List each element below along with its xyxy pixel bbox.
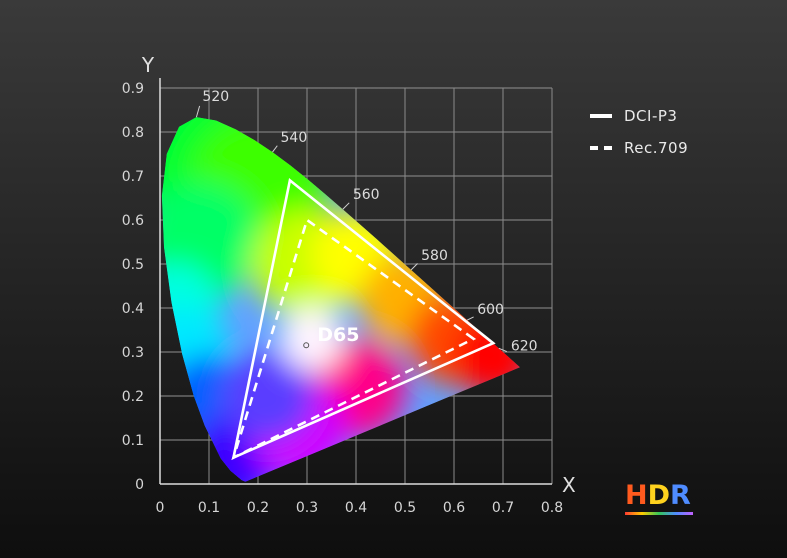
y-tick-label: 0.8 — [122, 125, 144, 141]
hdr-letter-h: H — [625, 480, 648, 511]
wavelength-label: 540 — [281, 130, 308, 146]
x-tick-label: 0.8 — [541, 500, 563, 516]
y-tick-label: 0.9 — [122, 81, 144, 97]
legend-swatch-dashed — [590, 146, 612, 150]
wavelength-tick — [498, 347, 508, 353]
legend-item-rec709: Rec.709 — [590, 132, 688, 164]
hdr-letter-r: R — [670, 480, 691, 511]
wavelength-tick — [467, 316, 474, 321]
y-tick-label: 0.2 — [122, 389, 144, 405]
legend: DCI-P3 Rec.709 — [590, 100, 688, 164]
color-blob — [279, 306, 344, 371]
wavelength-tick — [195, 105, 201, 118]
x-tick-label: 0.3 — [296, 500, 318, 516]
wavelength-tick — [272, 145, 278, 153]
x-tick-label: 0 — [156, 500, 165, 516]
x-tick-label: 0.2 — [247, 500, 269, 516]
gamut-triangle-rec-709 — [231, 217, 477, 461]
y-tick-label: 0.5 — [122, 257, 144, 273]
x-tick-label: 0.6 — [443, 500, 465, 516]
white-point-marker — [303, 342, 310, 349]
legend-item-dci-p3: DCI-P3 — [590, 100, 688, 132]
wavelength-label: 560 — [353, 187, 380, 203]
x-axis-title: X — [562, 473, 576, 497]
y-tick-label: 0 — [135, 477, 144, 493]
wavelength-label: 520 — [202, 89, 229, 105]
legend-label: DCI-P3 — [624, 107, 678, 125]
hdr-letter-d: D — [647, 480, 671, 511]
legend-swatch-solid — [590, 114, 612, 118]
locus-color-field — [161, 117, 520, 482]
white-point-label: D65 — [317, 324, 359, 346]
y-tick-label: 0.4 — [122, 301, 144, 317]
y-axis-title: Y — [141, 53, 155, 77]
wavelength-label: 600 — [477, 302, 504, 318]
y-tick-label: 0.7 — [122, 169, 144, 185]
spectral-locus — [161, 117, 520, 482]
wavelength-tick — [410, 263, 418, 271]
hdr-underline — [625, 512, 693, 515]
x-tick-label: 0.5 — [394, 500, 416, 516]
y-tick-label: 0.6 — [122, 213, 144, 229]
wavelength-tick — [342, 202, 350, 210]
wavelength-label: 620 — [511, 338, 538, 354]
y-tick-label: 0.3 — [122, 345, 144, 361]
x-tick-label: 0.1 — [198, 500, 220, 516]
x-tick-label: 0.4 — [345, 500, 367, 516]
x-tick-label: 0.7 — [492, 500, 514, 516]
y-tick-label: 0.1 — [122, 433, 144, 449]
labels: 0 0.1 0.2 0.3 0.4 0.5 0.6 0.7 0.8 0 0.1 0.2 0.3 0.4 0.… — [122, 53, 576, 516]
wavelength-label: 580 — [421, 248, 448, 264]
legend-label: Rec.709 — [624, 139, 689, 157]
gamut-triangle-dci-p3 — [231, 178, 496, 460]
gamut-triangles — [231, 178, 496, 461]
hdr-logo: HDR — [625, 480, 691, 511]
